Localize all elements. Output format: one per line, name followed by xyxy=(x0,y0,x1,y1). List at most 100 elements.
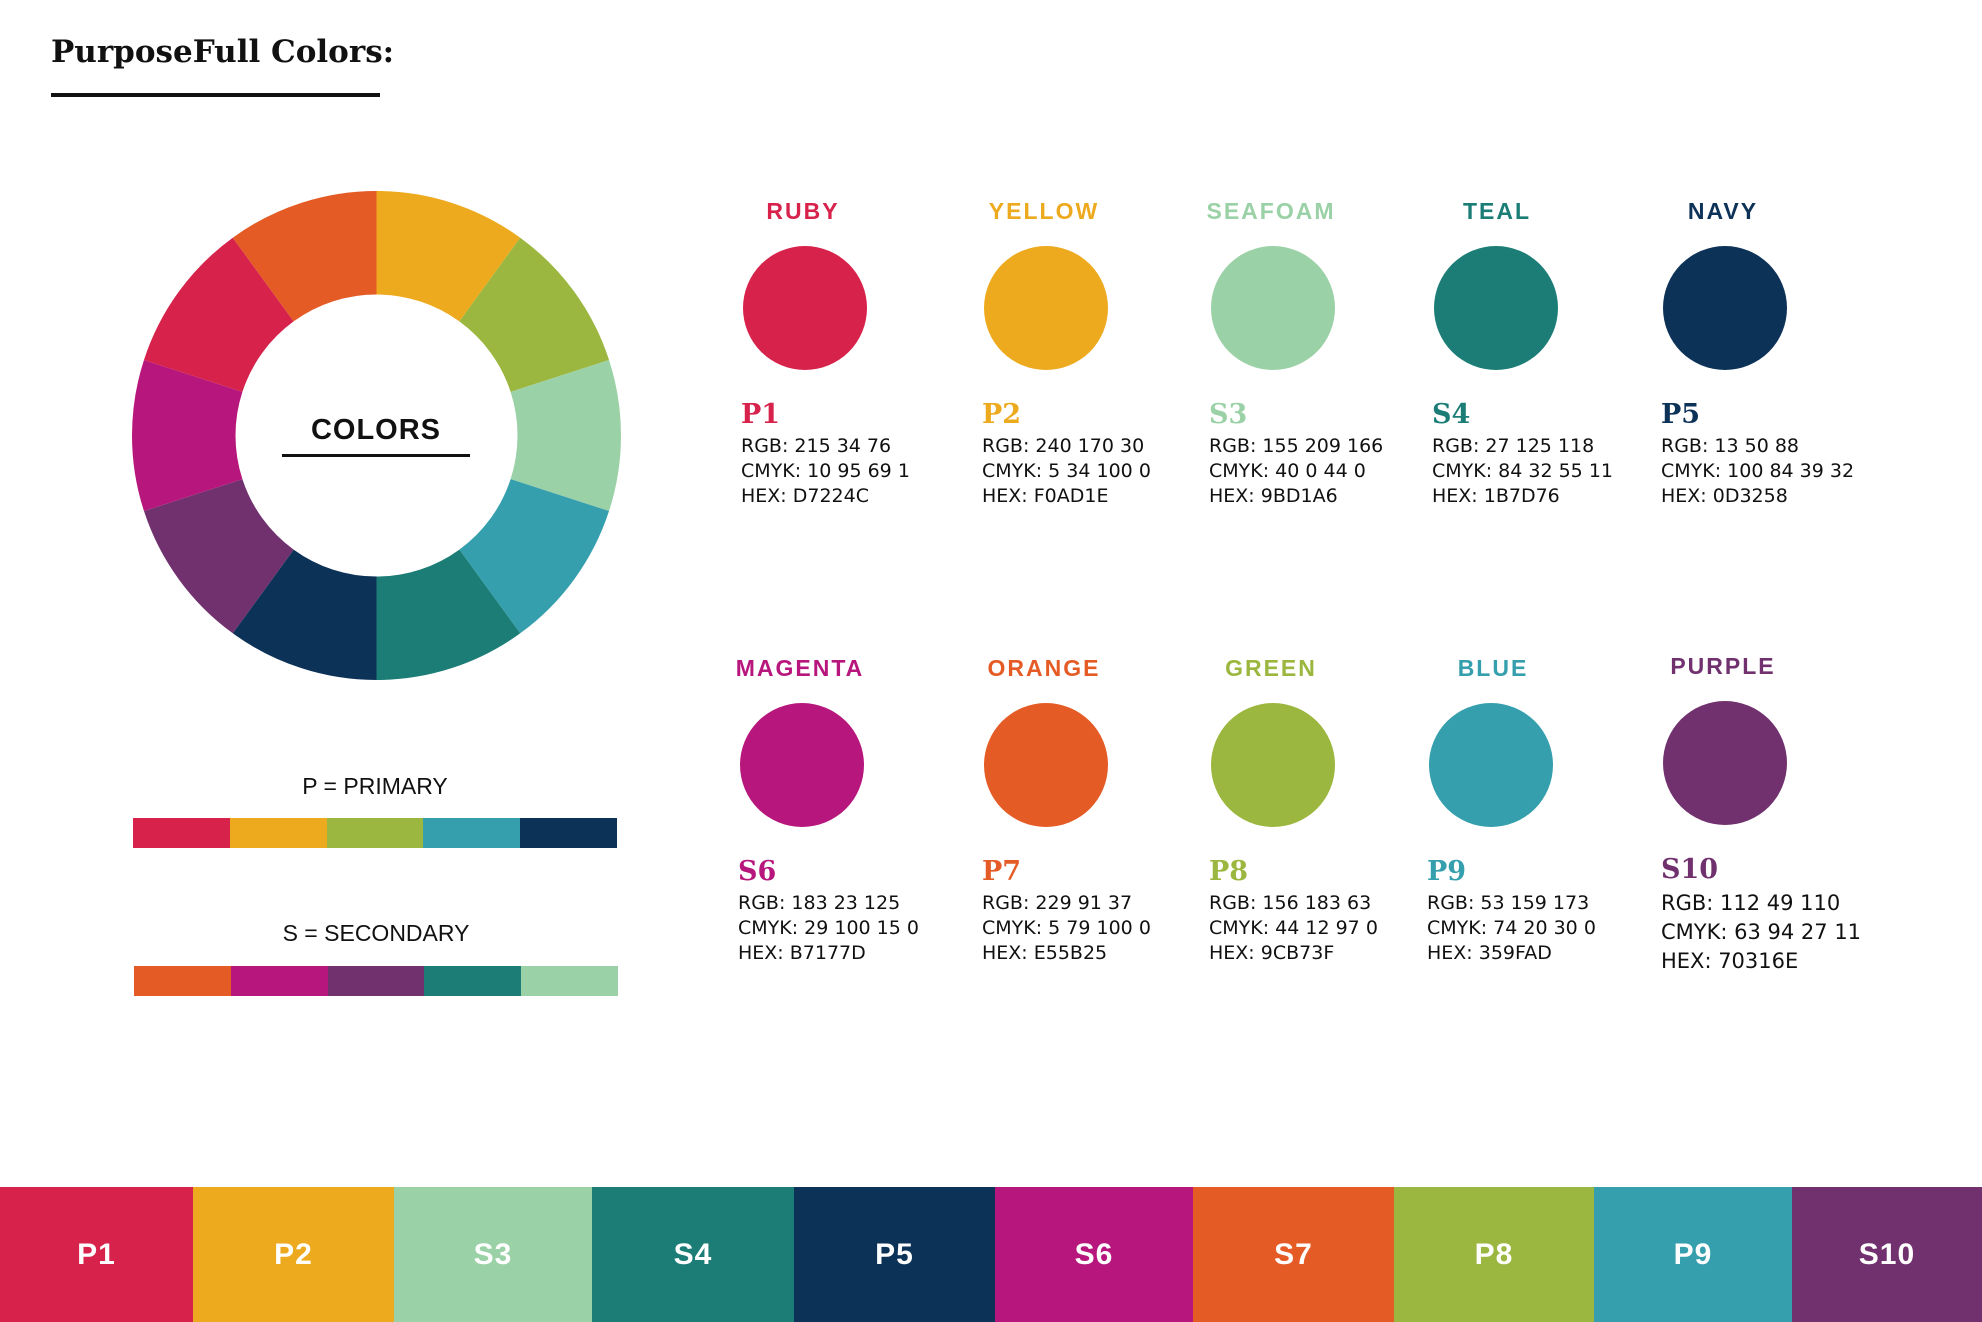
color-name: PURPLE xyxy=(1670,653,1776,679)
color-cmyk: CMYK: 100 84 39 32 xyxy=(1661,460,1855,482)
color-code: S4 xyxy=(1432,399,1471,430)
color-cmyk: CMYK: 44 12 97 0 xyxy=(1209,917,1378,939)
color-hex: HEX: E55B25 xyxy=(982,942,1108,964)
page-title: PurposeFull Colors: xyxy=(51,34,395,70)
strip-swatch: P9 xyxy=(1594,1187,1792,1322)
wheel-segment xyxy=(376,549,521,680)
wheel-segment xyxy=(459,479,610,634)
color-specs: RGB: 53 159 173 CMYK: 74 20 30 0 HEX: 359F… xyxy=(1427,891,1596,966)
legend-swatch xyxy=(327,966,425,996)
legend-swatch xyxy=(229,818,327,848)
color-swatch-circle xyxy=(1429,703,1553,827)
color-name: RUBY xyxy=(766,198,840,224)
color-cmyk: CMYK: 74 20 30 0 xyxy=(1427,917,1596,939)
color-code: S3 xyxy=(1209,399,1248,430)
color-cmyk: CMYK: 84 32 55 11 xyxy=(1432,460,1613,482)
color-hex: HEX: 9CB73F xyxy=(1209,942,1335,964)
color-hex: HEX: 0D3258 xyxy=(1661,485,1788,507)
color-rgb: RGB: 240 170 30 xyxy=(982,435,1145,457)
color-swatch-circle xyxy=(1211,246,1335,370)
wheel-segment xyxy=(143,237,294,392)
color-rgb: RGB: 156 183 63 xyxy=(1209,892,1372,914)
color-cmyk: CMYK: 29 100 15 0 xyxy=(738,917,919,939)
strip-swatch: S4 xyxy=(592,1187,794,1322)
strip-swatch: P5 xyxy=(794,1187,995,1322)
legend-swatch xyxy=(520,818,617,848)
wheel-segment xyxy=(510,359,621,512)
color-swatch-circle xyxy=(984,703,1108,827)
secondary-color-bar xyxy=(134,966,618,996)
legend-swatch xyxy=(326,818,424,848)
color-specs: RGB: 229 91 37 CMYK: 5 79 100 0 HEX: E55B2… xyxy=(982,891,1151,966)
color-cmyk: CMYK: 40 0 44 0 xyxy=(1209,460,1366,482)
color-swatch-circle xyxy=(1211,703,1335,827)
color-rgb: RGB: 27 125 118 xyxy=(1432,435,1595,457)
color-strip: P1 P2 S3 S4 P5 S6 S7 P8 P9 S10 xyxy=(0,1187,1982,1322)
color-hex: HEX: 1B7D76 xyxy=(1432,485,1560,507)
color-code: P8 xyxy=(1209,856,1249,887)
legend-swatch xyxy=(133,818,230,848)
wheel-segment xyxy=(143,479,294,634)
color-hex: HEX: 70316E xyxy=(1661,949,1799,973)
color-code: P5 xyxy=(1661,399,1701,430)
color-name: MAGENTA xyxy=(735,655,865,681)
color-swatch-circle xyxy=(1663,246,1787,370)
legend-swatch xyxy=(423,818,521,848)
color-wheel xyxy=(132,191,621,680)
color-name: NAVY xyxy=(1687,198,1759,224)
primary-color-bar xyxy=(133,818,617,848)
color-swatch-circle xyxy=(1434,246,1558,370)
title-underline xyxy=(51,93,380,97)
strip-swatch: P8 xyxy=(1394,1187,1594,1322)
color-code: P9 xyxy=(1427,856,1467,887)
color-code: P2 xyxy=(982,399,1022,430)
primary-legend-label: P = PRIMARY xyxy=(302,773,448,799)
strip-swatch: P2 xyxy=(193,1187,394,1322)
strip-swatch: S3 xyxy=(394,1187,592,1322)
color-specs: RGB: 156 183 63 CMYK: 44 12 97 0 HEX: 9CB7… xyxy=(1209,891,1378,966)
color-name: GREEN xyxy=(1225,655,1317,681)
color-name: ORANGE xyxy=(987,655,1101,681)
color-specs: RGB: 240 170 30 CMYK: 5 34 100 0 HEX: F0AD… xyxy=(982,434,1151,509)
color-name: TEAL xyxy=(1462,198,1532,224)
color-swatch-circle xyxy=(1663,701,1787,825)
wheel-segment xyxy=(132,359,243,512)
color-rgb: RGB: 183 23 125 xyxy=(738,892,901,914)
color-code: S6 xyxy=(738,856,777,887)
color-rgb: RGB: 112 49 110 xyxy=(1661,891,1841,915)
color-hex: HEX: D7224C xyxy=(741,485,869,507)
color-specs: RGB: 13 50 88 CMYK: 100 84 39 32 HEX: 0D32… xyxy=(1661,434,1854,509)
color-rgb: RGB: 215 34 76 xyxy=(741,435,892,457)
strip-swatch: S6 xyxy=(995,1187,1193,1322)
color-name: SEAFOAM xyxy=(1206,198,1336,224)
color-cmyk: CMYK: 63 94 27 11 xyxy=(1661,920,1862,944)
color-specs: RGB: 27 125 118 CMYK: 84 32 55 11 HEX: 1B7… xyxy=(1432,434,1613,509)
wheel-segment xyxy=(232,549,377,680)
strip-swatch: S7 xyxy=(1193,1187,1394,1322)
color-cmyk: CMYK: 10 95 69 1 xyxy=(741,460,910,482)
color-code: S10 xyxy=(1661,854,1719,885)
color-rgb: RGB: 13 50 88 xyxy=(1661,435,1800,457)
color-cmyk: CMYK: 5 79 100 0 xyxy=(982,917,1151,939)
color-hex: HEX: B7177D xyxy=(738,942,866,964)
color-specs: RGB: 215 34 76 CMYK: 10 95 69 1 HEX: D7224… xyxy=(741,434,910,509)
color-cmyk: CMYK: 5 34 100 0 xyxy=(982,460,1151,482)
legend-swatch xyxy=(521,966,618,996)
wheel-segment xyxy=(459,237,610,392)
color-hex: HEX: F0AD1E xyxy=(982,485,1109,507)
wheel-segment xyxy=(232,191,377,322)
color-code: P1 xyxy=(741,399,781,430)
wheel-label-underline xyxy=(282,454,470,457)
color-specs: RGB: 183 23 125 CMYK: 29 100 15 0 HEX: B71… xyxy=(738,891,919,966)
color-hex: HEX: 9BD1A6 xyxy=(1209,485,1338,507)
secondary-legend-label: S = SECONDARY xyxy=(282,920,470,946)
color-specs: RGB: 112 49 110 CMYK: 63 94 27 11 HEX: 703… xyxy=(1661,889,1861,976)
color-specs: RGB: 155 209 166 CMYK: 40 0 44 0 HEX: 9BD1… xyxy=(1209,434,1383,509)
legend-swatch xyxy=(134,966,231,996)
color-hex: HEX: 359FAD xyxy=(1427,942,1552,964)
wheel-segment xyxy=(376,191,521,322)
color-rgb: RGB: 229 91 37 xyxy=(982,892,1133,914)
color-name: BLUE xyxy=(1457,655,1529,681)
color-rgb: RGB: 155 209 166 xyxy=(1209,435,1384,457)
color-code: P7 xyxy=(982,856,1022,887)
